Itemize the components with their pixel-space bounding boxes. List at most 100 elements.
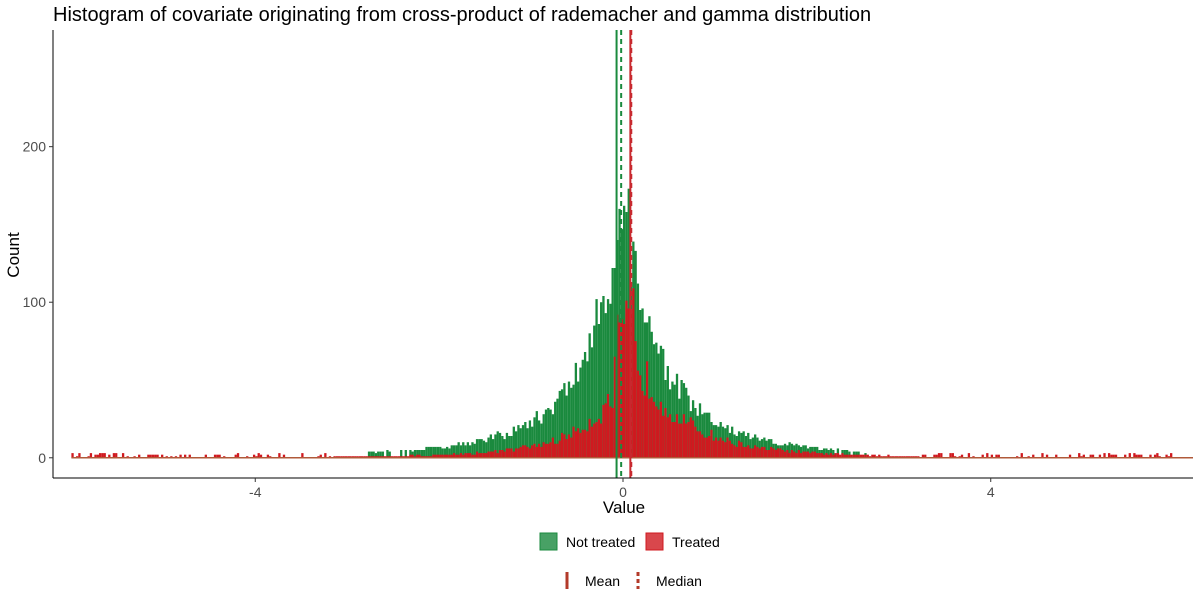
bar-treated (901, 456, 904, 458)
bar-not-treated (434, 446, 437, 458)
legend-label-treated: Treated (672, 534, 720, 550)
bar-treated (675, 414, 679, 458)
y-tick-label: 100 (23, 294, 47, 310)
bar-not-treated (537, 420, 541, 458)
bar-not-treated (480, 439, 483, 458)
bar-treated (859, 454, 863, 458)
bar-treated (537, 443, 541, 458)
bar-treated (657, 409, 660, 458)
bar-not-treated (795, 443, 798, 458)
bar-treated (703, 437, 706, 458)
bar-not-treated (429, 446, 433, 458)
bar-not-treated (531, 426, 534, 458)
bar-treated (544, 443, 548, 458)
bar-not-treated (556, 398, 559, 458)
bar-not-treated (827, 450, 830, 458)
bar-not-treated (542, 414, 545, 458)
bar-treated (818, 453, 821, 458)
bar-treated (891, 456, 895, 458)
bar-treated (425, 456, 428, 458)
bar-treated (519, 446, 522, 458)
bar-treated (806, 451, 810, 458)
bar-treated (204, 454, 207, 458)
bar-not-treated (563, 383, 566, 458)
bar-treated (1149, 454, 1152, 458)
bar-treated (770, 446, 773, 458)
bar-treated (611, 408, 614, 458)
bar-not-treated (503, 439, 506, 458)
bar-treated (827, 454, 830, 458)
bar-treated (386, 456, 389, 458)
bar-not-treated (413, 450, 417, 458)
chart-title: Histogram of covariate originating from … (53, 4, 871, 26)
bar-treated (882, 456, 886, 458)
bar-treated (678, 423, 681, 458)
bar-treated (1089, 454, 1092, 458)
bar-not-treated (425, 446, 428, 458)
bar-not-treated (475, 439, 479, 458)
bar-treated (126, 456, 129, 458)
bar-treated (363, 456, 366, 458)
bar-not-treated (510, 436, 513, 458)
bar-treated (618, 322, 621, 458)
bar-treated (696, 431, 699, 458)
bar-treated (395, 456, 398, 458)
bar-not-treated (602, 296, 605, 458)
bar-treated (894, 456, 897, 458)
bar-treated (836, 453, 840, 458)
bar-treated (452, 453, 456, 458)
bar-treated (540, 446, 543, 458)
bar-treated (218, 454, 221, 458)
bar-treated (551, 437, 555, 458)
bar-treated (216, 454, 219, 458)
bar-treated (731, 443, 734, 458)
bar-treated (496, 453, 499, 458)
bar-treated (839, 454, 842, 458)
bar-treated (149, 454, 152, 458)
bar-treated (223, 456, 226, 458)
axes: -4 0 4 0 100 200 (23, 30, 1193, 500)
bar-treated (701, 434, 704, 458)
bar-not-treated (508, 436, 511, 458)
bar-treated (857, 454, 860, 458)
bar-not-treated (816, 446, 819, 458)
bar-treated (554, 443, 557, 458)
bar-treated (441, 454, 444, 458)
bar-treated (779, 448, 782, 458)
bar-not-treated (611, 268, 614, 458)
bar-treated (112, 453, 116, 458)
bar-treated (786, 450, 789, 458)
bar-treated (648, 398, 651, 458)
bar-not-treated (544, 409, 548, 458)
bar-treated (432, 454, 435, 458)
bar-treated (997, 454, 1000, 458)
bar-not-treated (809, 446, 812, 458)
bar-treated (641, 390, 644, 458)
bar-treated (556, 443, 559, 458)
bar-treated (103, 453, 106, 458)
bar-treated (788, 453, 791, 458)
bar-treated (685, 423, 688, 458)
bar-not-treated (593, 325, 596, 458)
bar-treated (1153, 454, 1157, 458)
bar-treated (1020, 453, 1023, 458)
bar-treated (96, 454, 99, 458)
bar-treated (528, 448, 532, 458)
bar-treated (450, 454, 453, 458)
bar-treated (940, 453, 943, 458)
bar-treated (358, 456, 361, 458)
bar-treated (710, 429, 713, 458)
bar-treated (1167, 456, 1171, 458)
bar-treated (427, 456, 430, 458)
x-tick-label: 0 (619, 484, 627, 500)
bar-not-treated (487, 437, 490, 458)
x-axis-title: Value (603, 498, 645, 517)
bar-treated (324, 453, 327, 458)
bar-treated (852, 454, 856, 458)
bar-treated (89, 453, 93, 458)
bar-treated (533, 443, 536, 458)
bar-not-treated (473, 443, 476, 458)
bar-treated (333, 456, 336, 458)
bar-treated (1027, 456, 1030, 458)
bar-treated (627, 308, 630, 458)
